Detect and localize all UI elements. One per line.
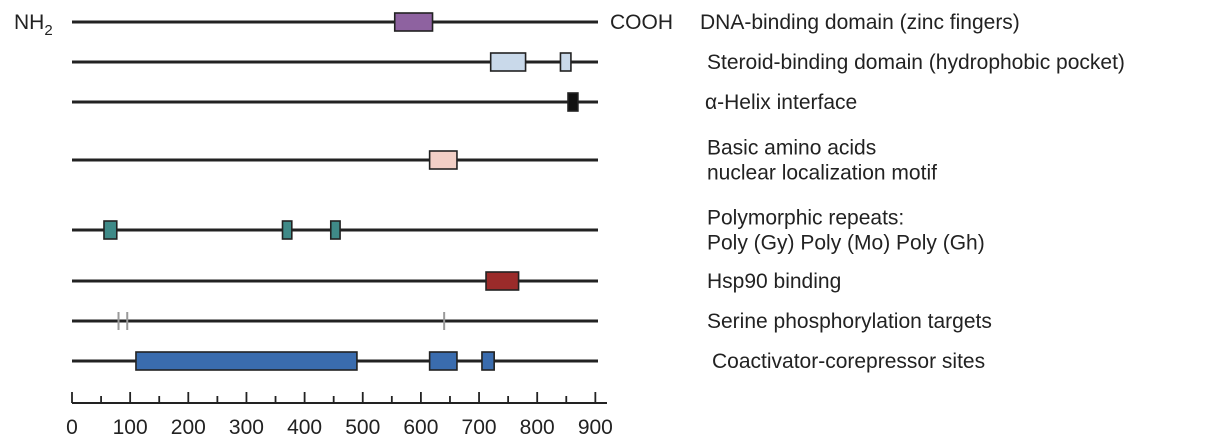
track-label: Steroid-binding domain (hydrophobic pock… — [707, 51, 1125, 74]
n-terminus-label: NH2 — [14, 11, 53, 39]
domain-box — [567, 92, 579, 112]
domain-box — [559, 52, 572, 72]
axis-tick-label: 200 — [171, 416, 206, 439]
track-label: Coactivator-corepressor sites — [712, 350, 985, 373]
axis-tick-label: 900 — [578, 416, 613, 439]
track-label: Polymorphic repeats: — [707, 207, 904, 230]
track-label: α-Helix interface — [705, 91, 857, 114]
domain-box — [481, 351, 495, 371]
track-label: Basic amino acids — [707, 137, 876, 160]
domain-box — [485, 271, 520, 291]
track-label: nuclear localization motif — [707, 162, 937, 185]
axis-tick-label: 600 — [403, 416, 438, 439]
track-label: Hsp90 binding — [707, 270, 841, 293]
domain-box — [428, 351, 458, 371]
domain-box — [489, 52, 527, 72]
track-poly: Polymorphic repeats:Poly (Gy) Poly (Mo) … — [72, 207, 985, 255]
c-terminus-label: COOH — [610, 11, 673, 34]
track-steroid: Steroid-binding domain (hydrophobic pock… — [72, 51, 1125, 74]
domain-box — [103, 220, 118, 240]
track-dna: DNA-binding domain (zinc fingers) — [72, 11, 1020, 34]
axis-tick-label: 100 — [113, 416, 148, 439]
track-label: Serine phosphorylation targets — [707, 310, 992, 333]
track-serine: Serine phosphorylation targets — [72, 310, 992, 333]
track-label: Poly (Gy) Poly (Mo) Poly (Gh) — [707, 232, 985, 255]
domain-box — [135, 351, 358, 371]
axis-tick-label: 400 — [287, 416, 322, 439]
domain-box — [428, 150, 458, 170]
axis-tick-label: 700 — [462, 416, 497, 439]
domain-box — [281, 220, 293, 240]
axis-tick-label: 500 — [345, 416, 380, 439]
n-terminus-subscript: 2 — [44, 22, 52, 39]
axis-tick-label: 800 — [520, 416, 555, 439]
track-helix: α-Helix interface — [72, 91, 857, 114]
track-hsp90: Hsp90 binding — [72, 270, 841, 293]
domain-box — [393, 12, 434, 32]
track-coact: Coactivator-corepressor sites — [72, 350, 985, 373]
tracks: DNA-binding domain (zinc fingers) Steroid… — [72, 11, 1125, 373]
axis-tick-label: 0 — [66, 416, 78, 439]
scale-axis: 0 100 200 300 400 500 600 700 800 900 — [66, 392, 613, 439]
track-label: DNA-binding domain (zinc fingers) — [700, 11, 1020, 34]
axis-tick-label: 300 — [229, 416, 264, 439]
domain-box — [329, 220, 341, 240]
